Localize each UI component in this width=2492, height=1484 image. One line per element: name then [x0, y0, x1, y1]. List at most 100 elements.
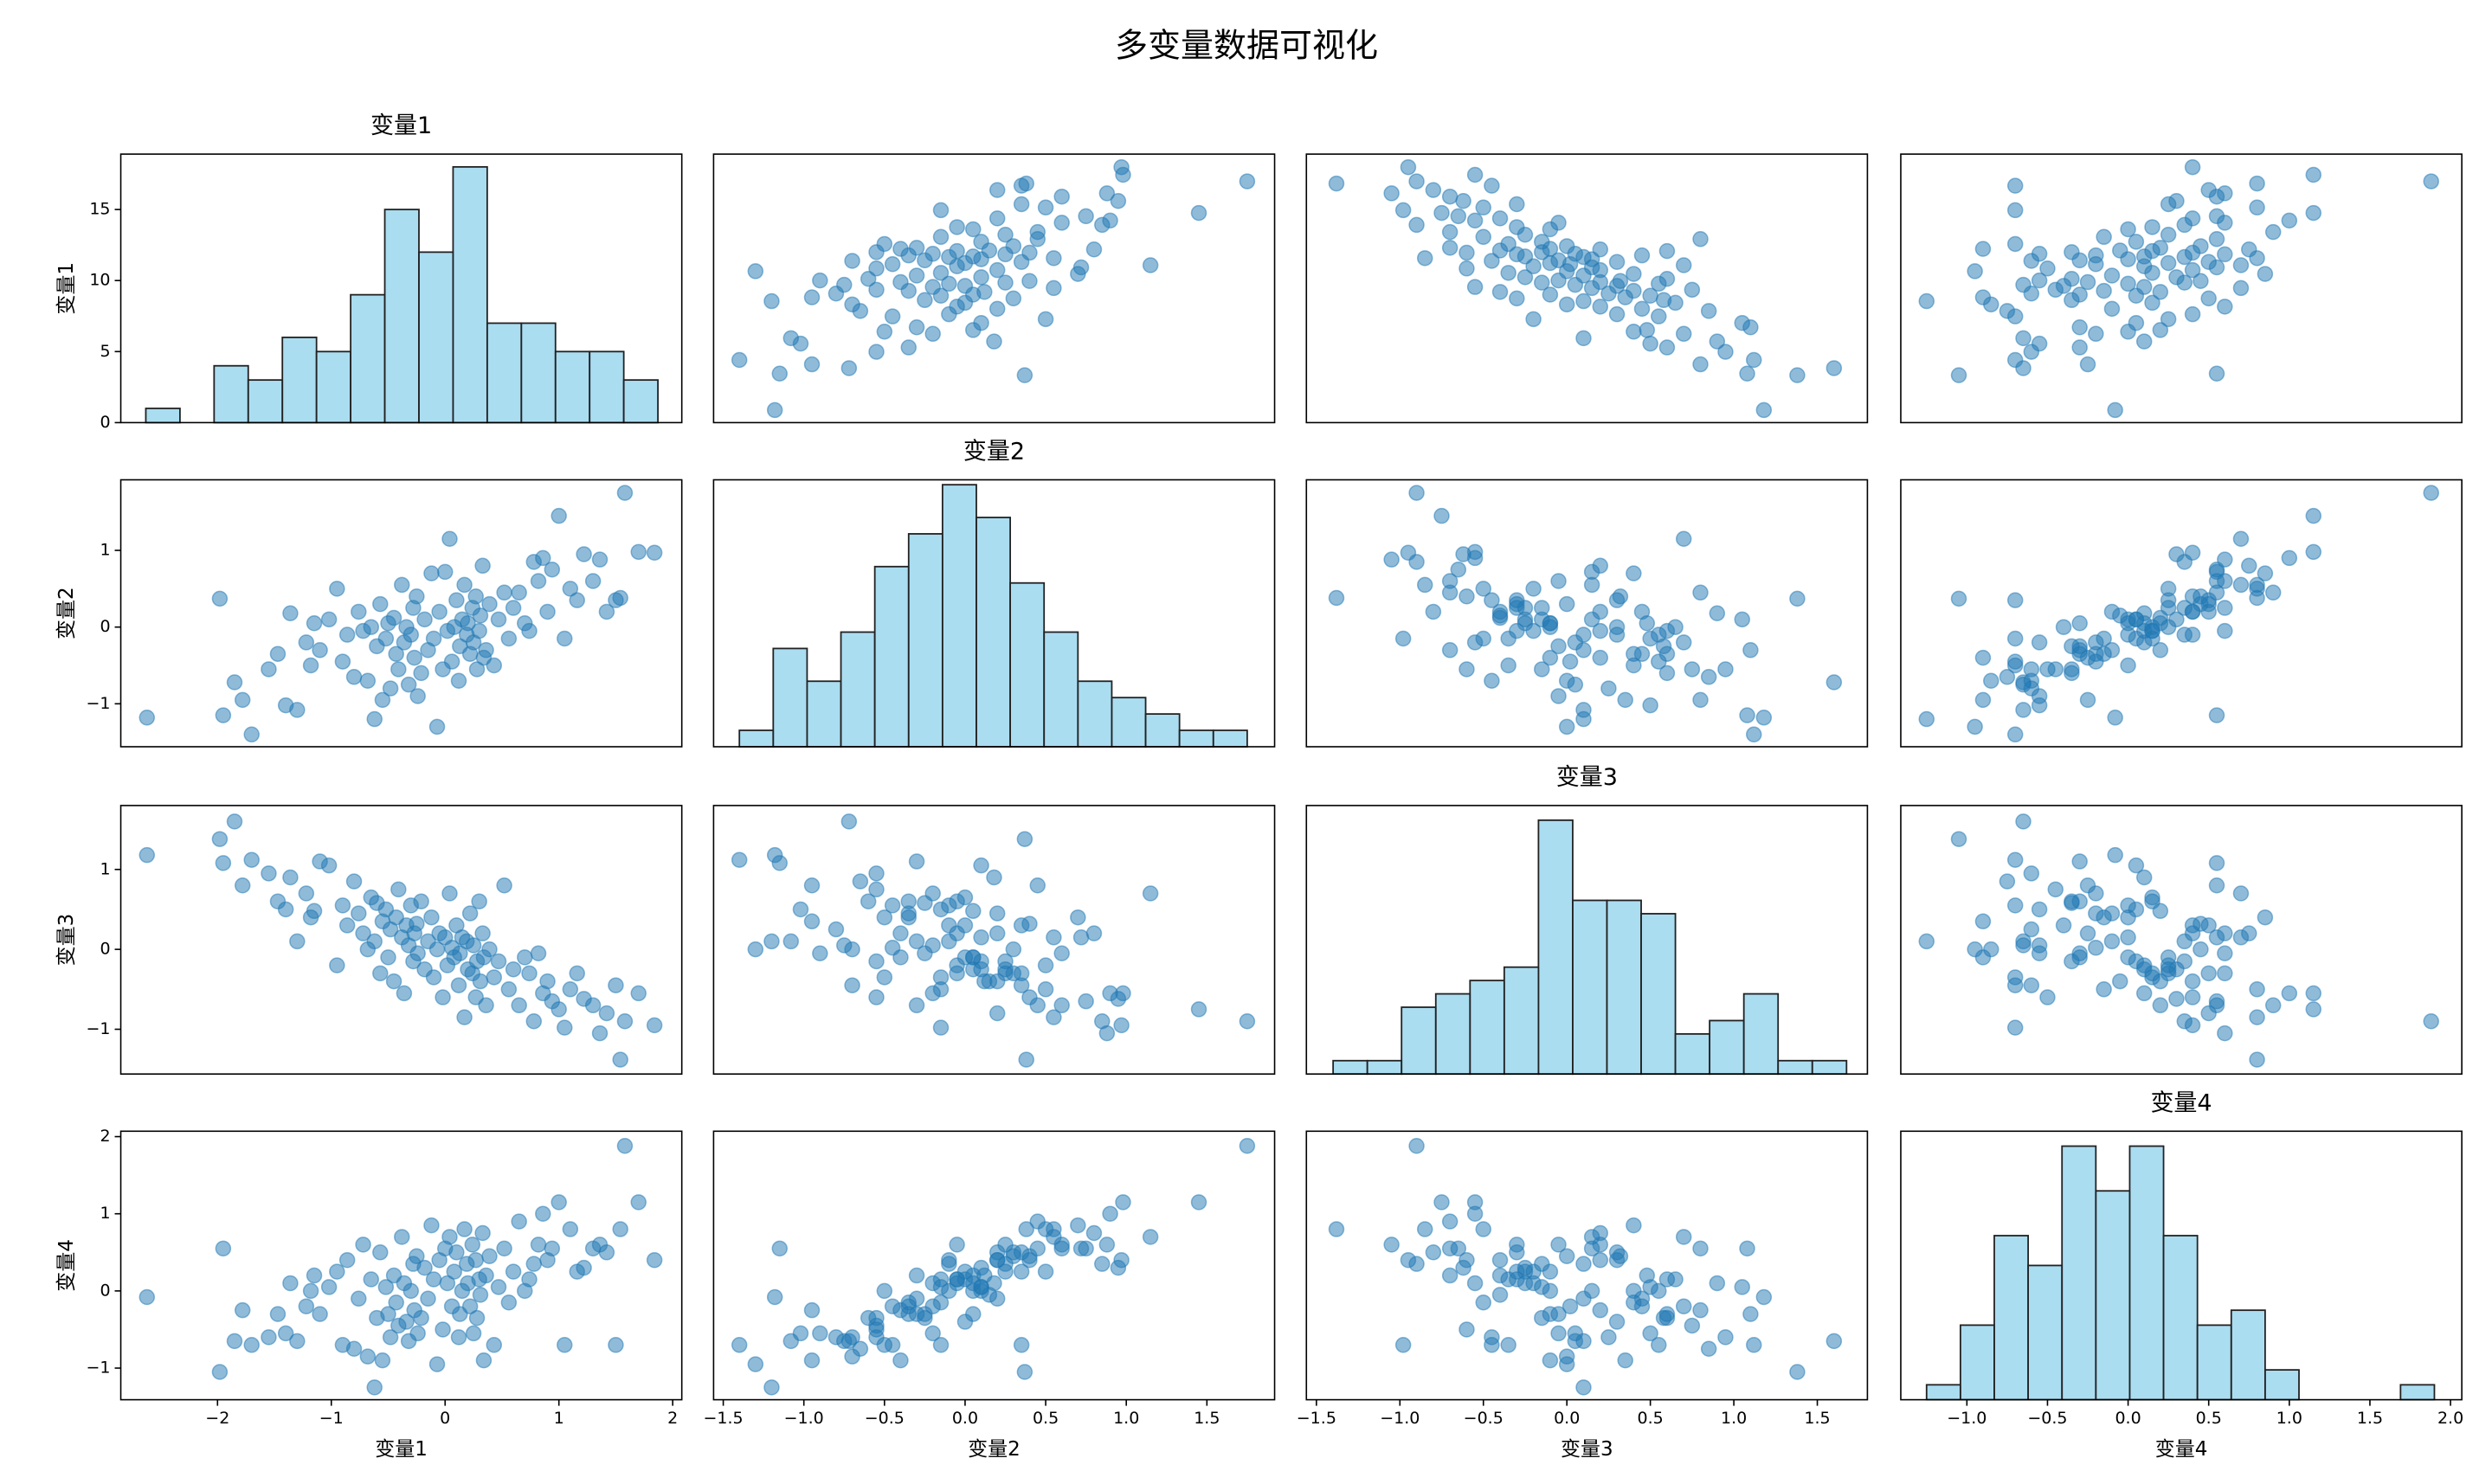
- scatter-point: [608, 977, 624, 993]
- x-tick-label: 2: [667, 1409, 678, 1428]
- x-tick-label: −1: [319, 1409, 344, 1428]
- scatter-point: [481, 1248, 498, 1265]
- scatter-point: [1383, 1237, 1400, 1253]
- scatter-point: [2120, 275, 2136, 292]
- scatter-point: [1542, 649, 1559, 666]
- scatter-point: [481, 595, 498, 613]
- scatter-point: [2015, 276, 2032, 293]
- histogram-bar: [1572, 899, 1608, 1076]
- scatter-point: [1450, 561, 1467, 578]
- scatter-point: [380, 1306, 396, 1322]
- scatter-point: [1466, 212, 1484, 229]
- scatter-point: [1433, 204, 1450, 222]
- scatter-point: [1592, 557, 1609, 575]
- scatter-point: [2064, 893, 2080, 909]
- scatter-point: [892, 1352, 909, 1369]
- histogram-bar: [1709, 1019, 1745, 1076]
- scatter-point: [782, 330, 800, 347]
- scatter-point: [803, 289, 821, 305]
- scatter-point: [2217, 299, 2233, 315]
- scatter-point: [338, 917, 356, 934]
- scatter-point: [1113, 1251, 1130, 1269]
- panel: 变量1 0 5 10 15 变量1: [55, 112, 683, 432]
- scatter-point: [2168, 192, 2185, 209]
- scatter-point: [1789, 590, 1806, 607]
- scatter-point: [1441, 573, 1458, 589]
- scatter-point: [2249, 981, 2265, 998]
- scatter-point: [1005, 941, 1022, 958]
- scatter-point: [1037, 957, 1054, 973]
- scatter-point: [289, 933, 306, 950]
- scatter-point: [496, 584, 512, 601]
- scatter-point: [1675, 634, 1692, 651]
- histogram-bar: [1674, 1032, 1711, 1076]
- scatter-point: [226, 674, 243, 691]
- scatter-point: [465, 937, 482, 954]
- scatter-point: [298, 885, 315, 902]
- scatter-point: [2281, 212, 2298, 229]
- histogram-bar: [806, 680, 842, 748]
- scatter-point: [1005, 1248, 1022, 1265]
- scatter-point: [452, 945, 468, 962]
- scatter-point: [234, 1301, 251, 1319]
- scatter-point: [468, 1309, 486, 1327]
- scatter-point: [1789, 367, 1806, 383]
- scatter-point: [1600, 680, 1617, 697]
- panel-frame: [1305, 1130, 1869, 1401]
- scatter-point: [2281, 549, 2298, 567]
- scatter-point: [747, 941, 764, 958]
- scatter-point: [1583, 611, 1600, 628]
- scatter-point: [917, 895, 933, 911]
- scatter-point: [1658, 1271, 1676, 1288]
- scatter-point: [425, 969, 442, 986]
- scatter-point: [2305, 507, 2322, 524]
- panel: [712, 805, 1276, 1076]
- histogram-bar: [1434, 993, 1471, 1076]
- scatter-point: [876, 1337, 893, 1353]
- scatter-point: [1013, 977, 1030, 993]
- scatter-point: [465, 1325, 482, 1342]
- scatter-point: [612, 589, 628, 607]
- scatter-point: [1684, 1317, 1701, 1334]
- scatter-point: [2281, 985, 2298, 1002]
- scatter-point: [771, 365, 789, 382]
- scatter-point: [2071, 339, 2088, 356]
- y-tick-label: 2: [100, 1127, 110, 1146]
- scatter-point: [500, 630, 518, 647]
- scatter-point: [949, 1271, 965, 1288]
- scatter-point: [2039, 661, 2056, 678]
- scatter-point: [584, 997, 602, 1014]
- scatter-point: [1408, 173, 1425, 190]
- scatter-point: [1567, 676, 1584, 693]
- scatter-point: [456, 1221, 473, 1237]
- scatter-point: [1441, 642, 1458, 658]
- scatter-point: [1592, 241, 1609, 258]
- scatter-point: [544, 1240, 561, 1257]
- scatter-point: [803, 877, 821, 894]
- scatter-point: [1458, 1321, 1475, 1338]
- scatter-point: [1441, 1240, 1458, 1257]
- scatter-point: [932, 202, 950, 219]
- scatter-point: [398, 1314, 415, 1330]
- scatter-point: [1734, 611, 1750, 628]
- scatter-point: [1484, 253, 1500, 269]
- histogram-bar: [213, 364, 249, 424]
- scatter-point: [2096, 981, 2112, 998]
- scatter-point: [1950, 831, 1967, 847]
- scatter-point: [1734, 1279, 1750, 1295]
- scatter-point: [1675, 1298, 1692, 1314]
- y-tick-label: 1: [100, 1204, 110, 1223]
- histogram-bar: [1077, 680, 1113, 748]
- y-tick-label: 15: [89, 200, 110, 219]
- scatter-point: [1525, 311, 1542, 328]
- x-tick-label: 0: [440, 1409, 450, 1428]
- scatter-point: [372, 1244, 389, 1261]
- scatter-point: [505, 960, 522, 978]
- scatter-point: [884, 1298, 901, 1314]
- scatter-point: [2039, 989, 2056, 1005]
- histogram-bar: [1959, 1324, 1995, 1401]
- scatter-point: [467, 588, 484, 605]
- scatter-point: [2184, 261, 2201, 279]
- scatter-point: [511, 584, 527, 601]
- scatter-point: [1013, 1263, 1030, 1280]
